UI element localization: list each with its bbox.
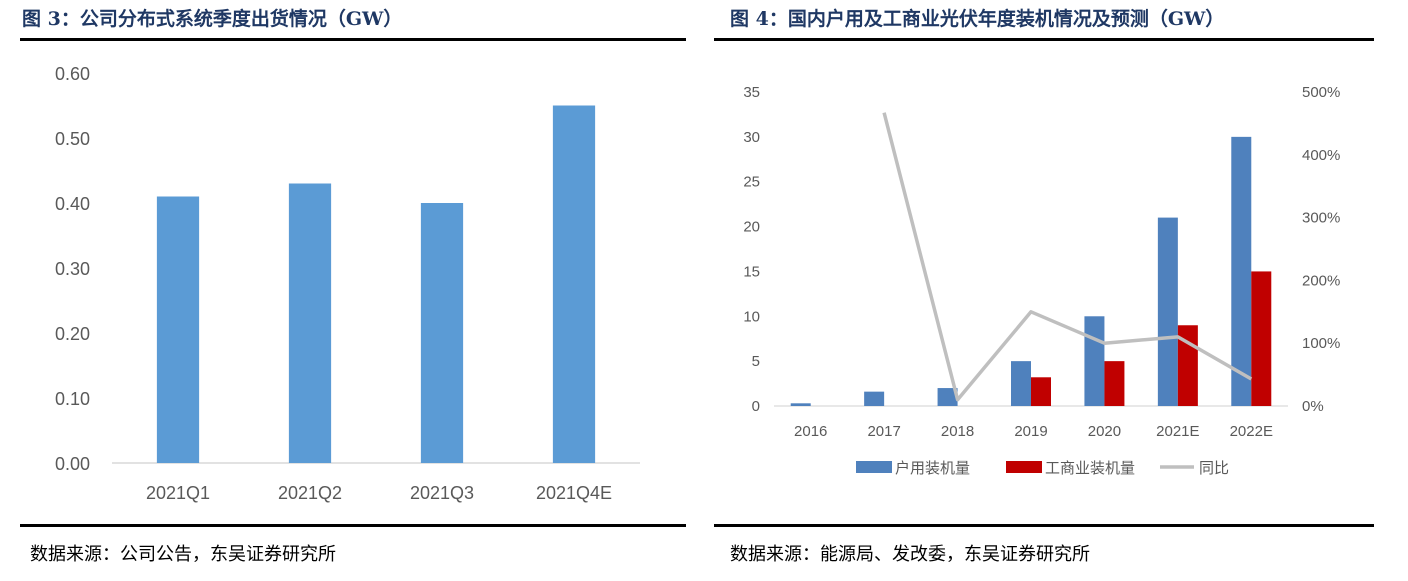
household-bar-2021E bbox=[1157, 217, 1178, 406]
x-tick-label: 2021E bbox=[1156, 423, 1199, 440]
household-bar-2017 bbox=[864, 391, 885, 406]
y-tick-label: 0.30 bbox=[55, 259, 90, 279]
right-combo-chart: 0 5 10 15 20 25 30 35 0% 100% 200% 300% 400% 500% 2016… bbox=[743, 84, 1340, 477]
right-y-tick-label: 200% bbox=[1302, 272, 1340, 289]
left-source-rule bbox=[20, 524, 686, 527]
left-figure-title: 图 3：公司分布式系统季度出货情况（GW） bbox=[22, 8, 403, 30]
household-bar-2019 bbox=[1011, 361, 1031, 406]
x-tick-label: 2021Q3 bbox=[410, 483, 474, 503]
x-tick-label: 2022E bbox=[1230, 423, 1273, 440]
left-y-tick-label: 30 bbox=[743, 129, 760, 146]
right-y-tick-label: 0% bbox=[1302, 398, 1324, 415]
legend-label-commercial: 工商业装机量 bbox=[1045, 460, 1135, 477]
right-y-tick-label: 400% bbox=[1302, 147, 1340, 164]
bar-2021Q4E bbox=[552, 105, 596, 463]
commercial-bar-2020 bbox=[1104, 361, 1125, 406]
y-tick-label: 0.20 bbox=[55, 324, 90, 344]
legend-swatch-commercial bbox=[1006, 461, 1042, 473]
left-title-rule bbox=[20, 38, 686, 41]
household-bar-2018 bbox=[937, 388, 958, 406]
left-y-tick-label: 15 bbox=[743, 263, 760, 280]
household-bar-2020 bbox=[1084, 316, 1105, 406]
left-y-tick-label: 25 bbox=[743, 174, 760, 191]
right-source-rule bbox=[714, 524, 1374, 527]
x-tick-label: 2021Q4E bbox=[536, 483, 612, 503]
left-source-note: 数据来源：公司公告，东吴证券研究所 bbox=[30, 544, 336, 565]
yoy-line bbox=[882, 112, 1253, 402]
commercial-bar-2019 bbox=[1031, 377, 1051, 406]
bar-2021Q2 bbox=[288, 183, 332, 463]
right-y-tick-label: 100% bbox=[1302, 335, 1340, 352]
bar-2021Q3 bbox=[420, 203, 464, 463]
x-tick-label: 2020 bbox=[1088, 423, 1121, 440]
x-tick-label: 2021Q2 bbox=[278, 483, 342, 503]
right-y-tick-label: 500% bbox=[1302, 84, 1340, 101]
left-y-tick-label: 10 bbox=[743, 308, 760, 325]
left-bar-chart: 0.00 0.10 0.20 0.30 0.40 0.50 0.60 2021Q1 2021Q2… bbox=[55, 64, 640, 503]
y-tick-label: 0.40 bbox=[55, 194, 90, 214]
left-y-tick-label: 0 bbox=[752, 398, 760, 415]
x-tick-label: 2018 bbox=[941, 423, 974, 440]
commercial-bar-2022E bbox=[1251, 271, 1272, 406]
left-panel: 图 3：公司分布式系统季度出货情况（GW） 0.00 0.10 0.20 0.30 0.… bbox=[0, 0, 686, 581]
left-y-tick-label: 20 bbox=[743, 219, 760, 236]
y-tick-label: 0.50 bbox=[55, 129, 90, 149]
y-tick-label: 0.10 bbox=[55, 389, 90, 409]
legend-label-yoy: 同比 bbox=[1199, 460, 1229, 477]
bar-2021Q1 bbox=[156, 196, 200, 463]
right-source-note: 数据来源：能源局、发改委，东吴证券研究所 bbox=[730, 544, 1090, 565]
right-title-rule bbox=[714, 38, 1374, 41]
x-tick-label: 2021Q1 bbox=[146, 483, 210, 503]
legend-swatch-household bbox=[856, 461, 892, 473]
right-y-tick-label: 300% bbox=[1302, 210, 1340, 227]
x-tick-label: 2016 bbox=[794, 423, 827, 440]
y-tick-label: 0.00 bbox=[55, 454, 90, 474]
x-tick-label: 2017 bbox=[867, 423, 900, 440]
left-y-tick-label: 5 bbox=[752, 353, 760, 370]
y-tick-label: 0.60 bbox=[55, 64, 90, 84]
right-figure-title: 图 4：国内户用及工商业光伏年度装机情况及预测（GW） bbox=[730, 8, 1225, 30]
household-bar-2022E bbox=[1231, 136, 1252, 406]
household-bar-2016 bbox=[790, 403, 811, 406]
right-panel: 图 4：国内户用及工商业光伏年度装机情况及预测（GW） 0 5 10 15 20 25 30… bbox=[714, 0, 1408, 581]
left-y-tick-label: 35 bbox=[743, 84, 760, 101]
x-tick-label: 2019 bbox=[1014, 423, 1047, 440]
legend-label-household: 户用装机量 bbox=[895, 460, 970, 477]
